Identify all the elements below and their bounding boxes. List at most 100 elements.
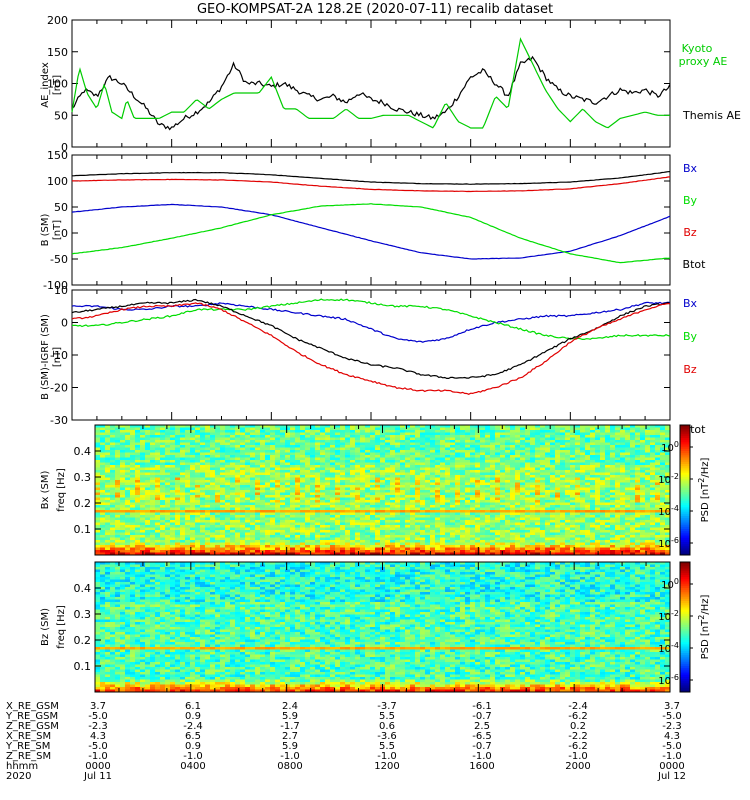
bx-spec-cell <box>265 550 271 553</box>
bx-spec-cell <box>265 532 271 536</box>
bx-spec-cell <box>335 520 341 523</box>
bx-spec-cell <box>230 465 236 468</box>
bx-spec-cell <box>360 515 366 518</box>
bx-spec-cell <box>105 470 111 473</box>
bx-spec-cell <box>455 482 461 486</box>
bx-spec-cell <box>155 537 161 541</box>
bx-spec-cell <box>360 470 366 473</box>
bx-spec-cell <box>530 490 536 493</box>
bx-spec-cell <box>150 482 156 486</box>
bx-spec-cell <box>195 437 201 441</box>
bx-spec-cell <box>475 532 481 536</box>
bx-spec-cell <box>425 492 431 496</box>
bx-spec-cell <box>120 510 126 513</box>
bx-spec-cell <box>460 502 466 506</box>
bx-spec-cell <box>375 440 381 443</box>
bx-spec-cell <box>435 550 441 553</box>
bx-spec-cell <box>440 467 446 471</box>
bx-spec-cell <box>540 442 546 446</box>
bx-spec-cell <box>490 482 496 486</box>
bx-spec-cell <box>320 470 326 473</box>
bx-spec-cell <box>400 425 406 428</box>
bx-spec-cell <box>165 480 171 483</box>
bx-spec-cell <box>265 425 271 428</box>
bx-spec-cell <box>250 452 256 456</box>
bx-spec-cell <box>110 450 116 453</box>
bx-spec-cell <box>275 495 281 498</box>
bx-spec-cell <box>240 510 246 513</box>
bx-spec-cell <box>115 460 121 463</box>
bx-spec-cell <box>325 430 331 433</box>
bx-spec-cell <box>420 432 426 436</box>
bx-spec-cell <box>315 485 321 488</box>
bx-spec-cell <box>495 500 501 503</box>
bx-spec-cell <box>145 472 151 476</box>
bx-spec-cell <box>545 440 551 443</box>
bx-spec-cell <box>510 545 516 548</box>
bx-spec-cell <box>195 460 201 463</box>
bx-spec-cell <box>100 467 106 471</box>
bx-spec-cell <box>160 537 166 541</box>
bx-spec-cell <box>160 550 166 553</box>
bx-spec-cell <box>310 552 316 556</box>
bx-spec-cell <box>315 545 321 548</box>
bx-spec-cell <box>255 530 261 533</box>
bx-spec-cell <box>100 515 106 518</box>
bx-spec-cell <box>460 527 466 531</box>
bx-spec-cell <box>135 455 141 458</box>
bx-spec-cell <box>270 435 276 438</box>
bx-spec-cell <box>195 497 201 501</box>
bx-spec-cell <box>255 535 261 538</box>
bx-spec-cell <box>280 440 286 443</box>
bx-spec-cell <box>195 520 201 523</box>
bx-spec-cell <box>495 447 501 451</box>
bx-spec-cell <box>155 540 161 543</box>
bx-spec-cell <box>540 547 546 551</box>
bx-spec-cell <box>205 425 211 428</box>
bx-spec-cell <box>190 470 196 473</box>
bx-spec-cell <box>100 512 106 516</box>
bx-spec-cell <box>535 482 541 486</box>
bx-spec-cell <box>190 437 196 441</box>
bx-spec-cell <box>120 545 126 548</box>
bx-spec-cell <box>330 532 336 536</box>
bx-spec-cell <box>185 435 191 438</box>
bx-spec-cell <box>245 537 251 541</box>
bx-spec-cell <box>450 497 456 501</box>
bx-spec-cell <box>355 520 361 523</box>
bx-spec-cell <box>505 552 511 556</box>
bx-spec-cell <box>120 505 126 508</box>
bx-spec-cell <box>255 500 261 503</box>
series-bz <box>71 302 671 395</box>
bx-spec-cell <box>540 445 546 448</box>
bx-spec-cell <box>145 475 151 478</box>
bx-spec-cell <box>500 547 506 551</box>
bx-spec-cell <box>495 487 501 491</box>
bx-spec-cell <box>160 515 166 518</box>
bx-spec-cell <box>440 550 446 553</box>
bx-spec-cell <box>485 492 491 496</box>
bx-spec-cell <box>365 472 371 476</box>
bx-spec-cell <box>515 430 521 433</box>
bx-spec-cell <box>165 460 171 463</box>
bx-spec-cell <box>335 460 341 463</box>
bx-spec-cell <box>380 502 386 506</box>
bx-spec-cell <box>405 430 411 433</box>
bx-spec-cell <box>110 432 116 436</box>
bx-spec-cell <box>495 440 501 443</box>
bx-spec-cell <box>385 482 391 486</box>
bx-spec-cell <box>140 447 146 451</box>
bx-spec-cell <box>240 552 246 556</box>
bx-spec-cell <box>125 482 131 486</box>
bx-spec-cell <box>310 490 316 493</box>
bx-spec-cell <box>475 497 481 501</box>
bx-spec-cell <box>295 495 301 498</box>
bx-spec-cell <box>470 435 476 438</box>
bx-spec-cell <box>325 542 331 546</box>
bx-spec-cell <box>170 500 176 503</box>
bx-spec-cell <box>100 430 106 433</box>
bx-spec-cell <box>485 440 491 443</box>
bx-spec-cell <box>440 460 446 463</box>
bx-spec-cell <box>510 447 516 451</box>
bx-spec-cell <box>430 497 436 501</box>
